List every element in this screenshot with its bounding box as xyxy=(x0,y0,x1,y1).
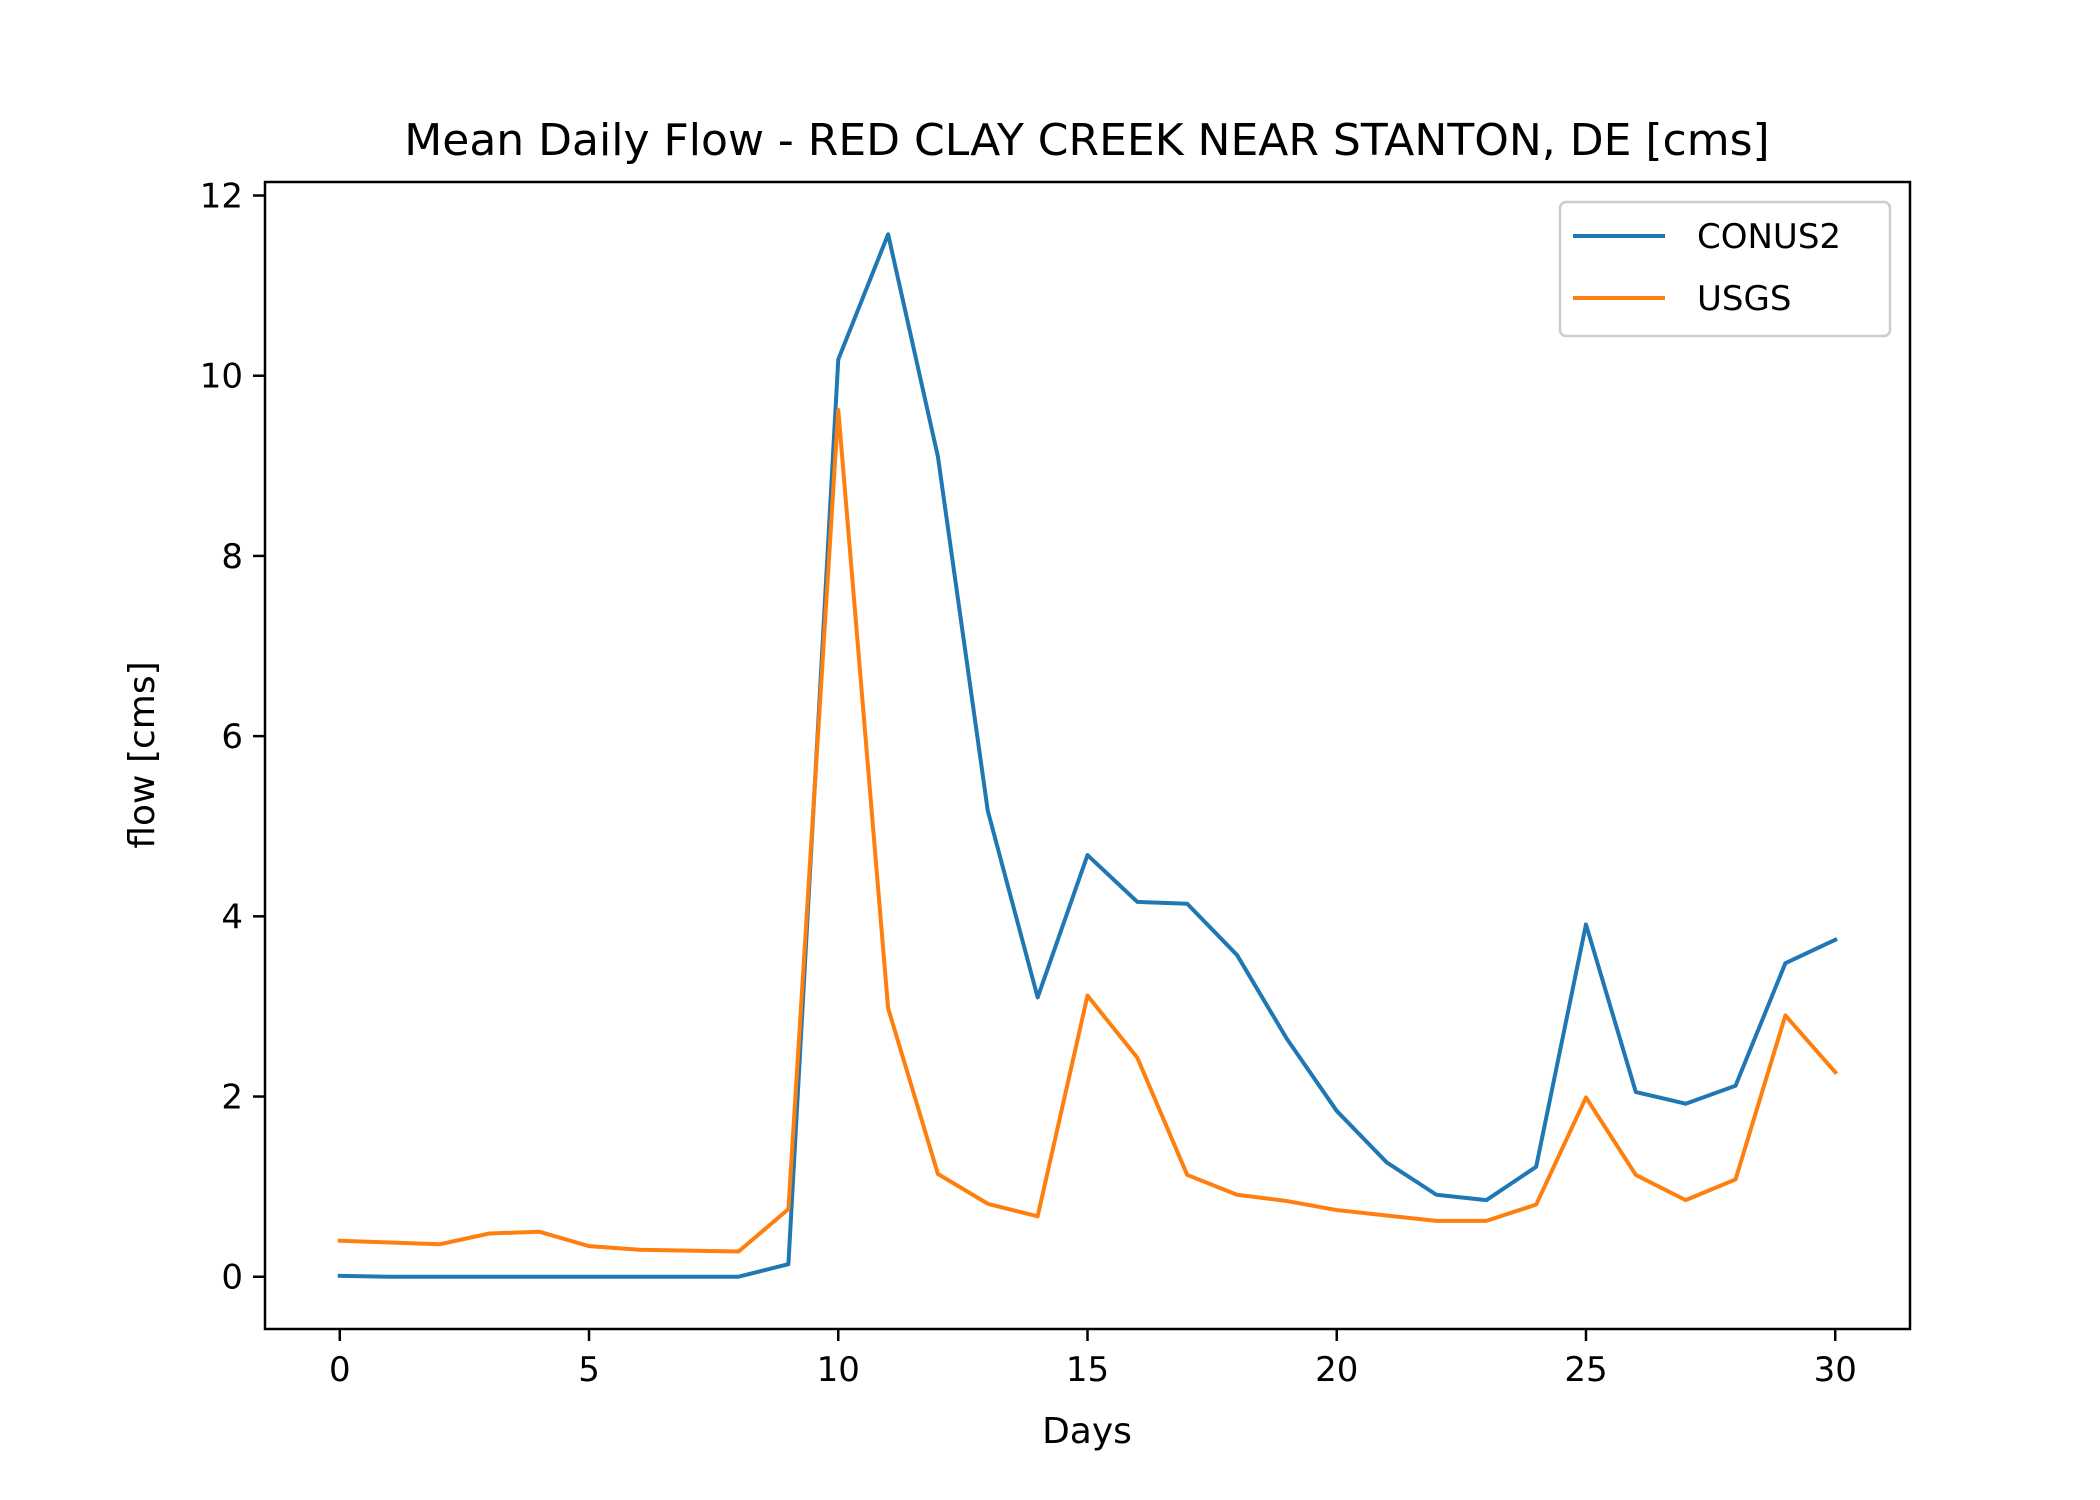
x-axis: 0 5 10 15 20 25 30 xyxy=(329,1329,1857,1390)
x-tick-label-5: 5 xyxy=(578,1350,600,1390)
y-tick-label-10: 10 xyxy=(200,357,243,397)
legend-label-conus2: CONUS2 xyxy=(1697,217,1841,257)
y-tick-label-4: 4 xyxy=(221,897,243,937)
x-axis-label: Days xyxy=(1042,1411,1132,1452)
y-tick-label-2: 2 xyxy=(221,1078,243,1118)
y-tick-label-6: 6 xyxy=(221,717,243,757)
y-tick-label-8: 8 xyxy=(221,537,243,577)
y-tick-label-12: 12 xyxy=(200,177,243,217)
x-tick-label-25: 25 xyxy=(1564,1350,1607,1390)
legend: CONUS2 USGS xyxy=(1558,200,1892,338)
series-line-usgs xyxy=(337,407,1839,1254)
chart-title: Mean Daily Flow - RED CLAY CREEK NEAR ST… xyxy=(404,115,1769,166)
x-tick-label-15: 15 xyxy=(1066,1350,1109,1390)
y-axis: 0 2 4 6 8 10 12 xyxy=(200,177,265,1298)
legend-label-usgs: USGS xyxy=(1697,279,1791,319)
x-tick-label-0: 0 xyxy=(329,1350,351,1390)
y-axis-label: flow [cms] xyxy=(122,661,163,848)
x-tick-label-20: 20 xyxy=(1315,1350,1358,1390)
y-tick-label-0: 0 xyxy=(221,1258,243,1298)
x-tick-label-10: 10 xyxy=(817,1350,860,1390)
plot-area xyxy=(337,232,1839,1279)
series-line-conus2 xyxy=(337,232,1838,1279)
x-tick-label-30: 30 xyxy=(1814,1350,1857,1390)
